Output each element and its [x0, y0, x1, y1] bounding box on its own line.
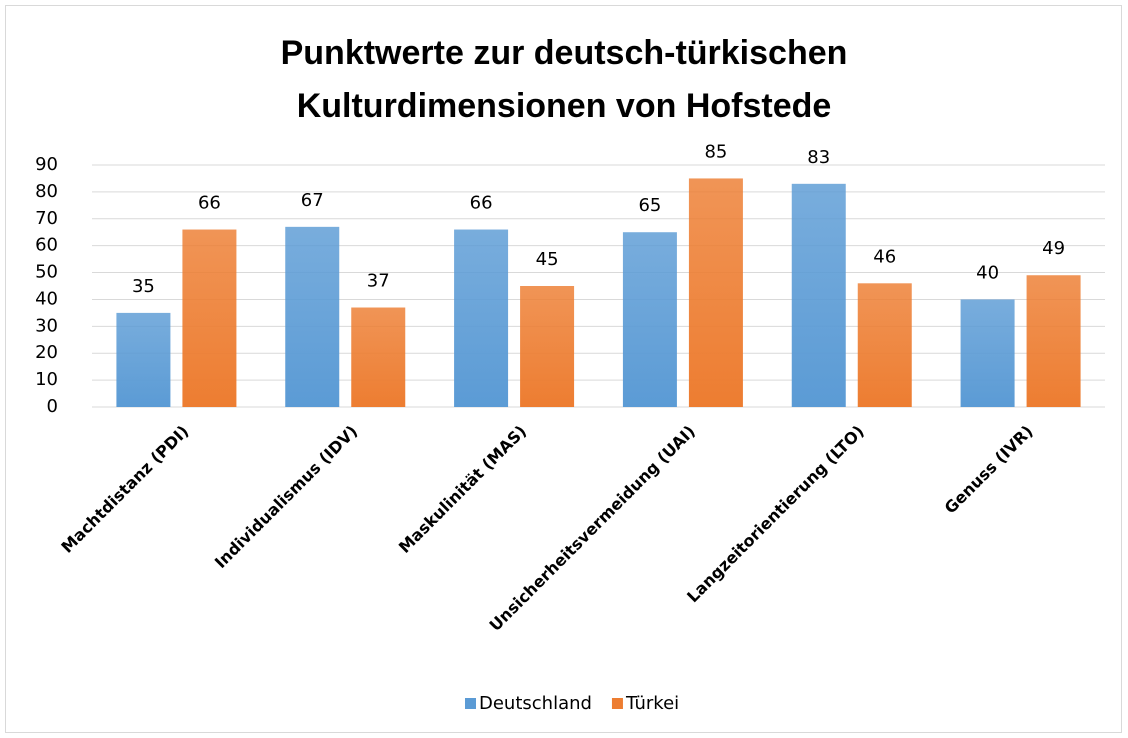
- legend-swatch: [465, 698, 476, 709]
- value-label: 67: [301, 190, 324, 211]
- y-tick-label: 40: [35, 288, 58, 309]
- y-tick-label: 0: [47, 396, 58, 417]
- value-label: 85: [704, 141, 727, 162]
- y-tick-label: 90: [35, 154, 58, 175]
- chart-title: Kulturdimensionen von Hofstede: [297, 87, 832, 125]
- y-tick-label: 60: [35, 235, 58, 256]
- value-label: 66: [470, 193, 493, 214]
- value-label: 65: [638, 195, 661, 216]
- value-label: 40: [976, 262, 999, 283]
- value-label: 83: [807, 147, 830, 168]
- value-label: 35: [132, 276, 155, 297]
- bar: [285, 226, 340, 407]
- bar: [454, 229, 509, 407]
- bar: [622, 232, 677, 407]
- value-label: 37: [367, 271, 390, 292]
- bar: [791, 183, 846, 407]
- y-tick-label: 20: [35, 342, 58, 363]
- bar: [688, 178, 743, 407]
- y-tick-label: 50: [35, 262, 58, 283]
- bar: [116, 312, 171, 407]
- value-label: 49: [1042, 238, 1065, 259]
- bar: [520, 286, 575, 407]
- bar: [857, 283, 912, 407]
- bar: [960, 299, 1015, 407]
- y-tick-label: 30: [35, 315, 58, 336]
- value-label: 46: [873, 246, 896, 267]
- legend-label: Türkei: [625, 693, 679, 714]
- legend-swatch: [611, 698, 623, 709]
- bar: [1026, 275, 1081, 407]
- bar: [351, 307, 406, 407]
- y-tick-label: 10: [35, 369, 58, 390]
- legend-label: Deutschland: [479, 693, 592, 714]
- y-tick-label: 70: [35, 208, 58, 229]
- value-label: 66: [198, 193, 221, 214]
- value-label: 45: [536, 249, 559, 270]
- y-tick-label: 80: [35, 181, 58, 202]
- bar: [182, 229, 237, 407]
- chart-title: Punktwerte zur deutsch-türkischen: [281, 34, 848, 72]
